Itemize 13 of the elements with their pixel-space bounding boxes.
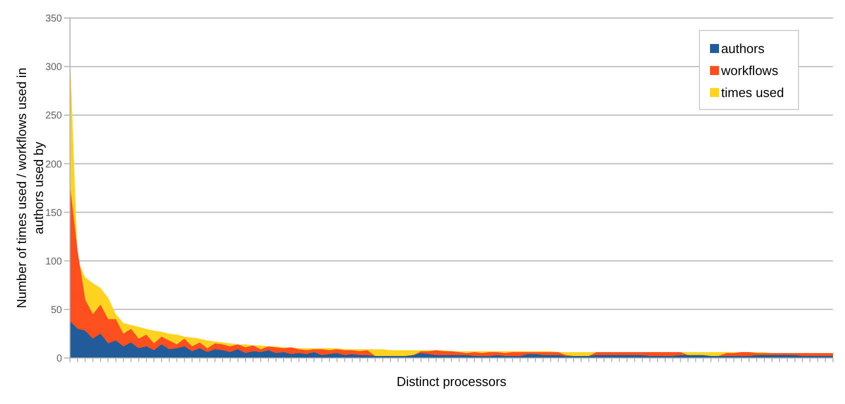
y-tick-label: 50 <box>50 304 62 316</box>
legend-label: times used <box>721 84 784 100</box>
legend-label: authors <box>721 40 764 56</box>
legend-label: workflows <box>721 62 778 78</box>
y-tick-label: 150 <box>45 208 62 219</box>
x-axis-title: Distinct processors <box>396 374 507 389</box>
y-tick-label: 250 <box>45 110 62 122</box>
y-axis-title: Number of times used / workflows used in authors used by <box>14 68 46 308</box>
y-tick-label: 300 <box>45 62 62 74</box>
y-tick-label: 0 <box>56 354 62 365</box>
y-tick-label: 350 <box>45 14 62 25</box>
y-tick-label: 100 <box>45 256 62 268</box>
y-tick-label: 200 <box>45 159 62 170</box>
